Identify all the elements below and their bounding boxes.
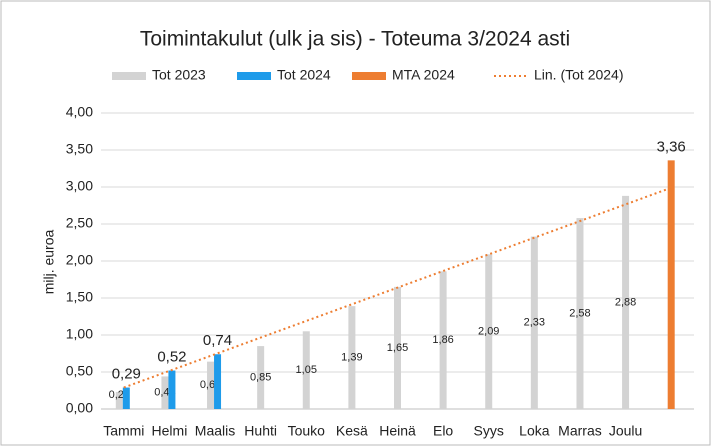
x-tick-label: Maalis (195, 423, 235, 439)
bar (576, 218, 584, 409)
chart-title: Toimintakulut (ulk ja sis) - Toteuma 3/2… (140, 28, 570, 51)
bar (348, 306, 356, 409)
data-label: 1,65 (387, 342, 408, 354)
y-tick-label: 1,00 (66, 326, 93, 342)
x-tick-label: Helmi (152, 423, 188, 439)
x-tick-label: Tammi (103, 423, 144, 439)
x-tick-label: Loka (519, 423, 550, 439)
legend-label: Tot 2023 (152, 67, 206, 83)
y-tick-label: 3,50 (66, 141, 93, 157)
legend-label: Lin. (Tot 2024) (534, 67, 624, 83)
data-label: 1,05 (296, 364, 317, 376)
data-label: 1,86 (432, 334, 453, 346)
y-tick-label: 4,00 (66, 104, 93, 120)
y-tick-label: 3,00 (66, 178, 93, 194)
bar (207, 361, 215, 409)
data-label: 2,09 (478, 326, 499, 338)
bar (667, 160, 675, 409)
bar (122, 387, 130, 409)
bar (439, 271, 447, 409)
data-label: 2,33 (524, 317, 545, 329)
data-label: 2,58 (569, 307, 590, 319)
y-tick-label: 2,00 (66, 252, 93, 268)
bar (214, 354, 222, 409)
y-axis-label: milj. euroa (41, 230, 57, 295)
y-tick-label: 0,00 (66, 400, 93, 416)
bar (530, 236, 538, 409)
legend-swatch (112, 72, 146, 80)
data-label: 3,36 (657, 138, 686, 155)
data-label: 0,74 (203, 332, 232, 349)
bar (168, 370, 176, 409)
x-tick-label: Huhti (244, 423, 277, 439)
x-tick-label: Heinä (379, 423, 416, 439)
data-label: 0,29 (112, 366, 141, 383)
x-tick-label: Kesä (336, 423, 368, 439)
data-label: 1,39 (341, 351, 362, 363)
bar (257, 346, 265, 409)
x-tick-label: Joulu (609, 423, 642, 439)
x-tick-label: Touko (288, 423, 326, 439)
bar (394, 286, 401, 409)
bar (161, 376, 169, 409)
bar (485, 254, 493, 409)
bar (622, 195, 630, 409)
bar (302, 331, 310, 409)
y-tick-label: 2,50 (66, 215, 93, 231)
legend-label: Tot 2024 (277, 67, 331, 83)
x-tick-label: Elo (433, 423, 453, 439)
data-label: 2,88 (615, 296, 636, 308)
x-tick-label: Syys (474, 423, 504, 439)
trend-line (123, 186, 672, 389)
legend-swatch (352, 72, 386, 80)
x-tick-label: Marras (558, 423, 602, 439)
data-label: 0,52 (157, 348, 186, 365)
legend-swatch (237, 72, 271, 80)
y-tick-label: 1,50 (66, 289, 93, 305)
legend-label: MTA 2024 (392, 67, 455, 83)
y-tick-label: 0,50 (66, 363, 93, 379)
bar (115, 391, 123, 409)
data-label: 0,85 (250, 371, 271, 383)
